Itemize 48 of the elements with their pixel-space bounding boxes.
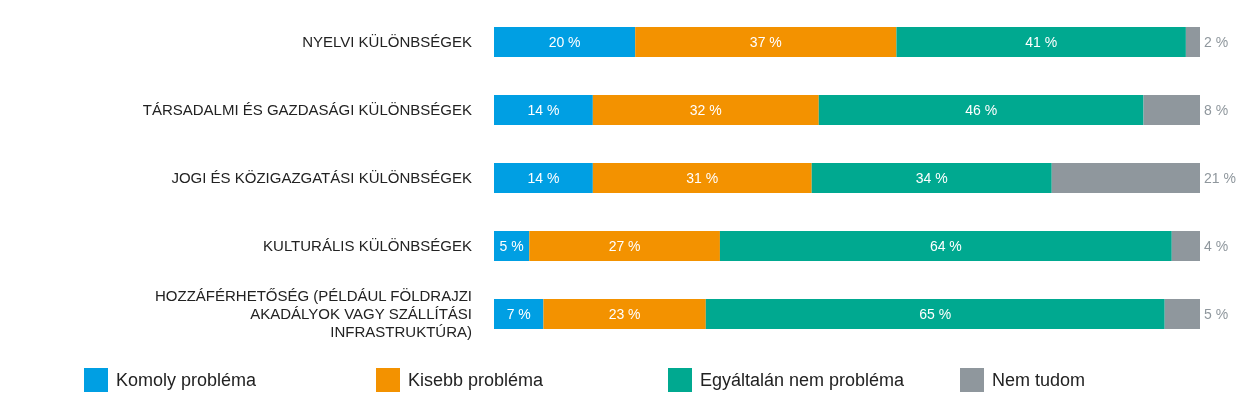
bar [494, 27, 636, 57]
data-label: 7 % [506, 305, 531, 322]
bar [1164, 299, 1200, 329]
bar [529, 231, 720, 261]
bar [705, 299, 1165, 329]
bar [494, 299, 544, 329]
bar [1143, 95, 1200, 125]
data-label: 8 % [1204, 101, 1229, 118]
data-label: 31 % [686, 169, 719, 186]
bar [635, 27, 897, 57]
bar [818, 95, 1144, 125]
y-tick-label: NYELVI KÜLÖNBSÉGEK [302, 33, 472, 51]
y-tick-label: JOGI ÉS KÖZIGAZGATÁSI KÜLÖNBSÉGEK [171, 169, 472, 187]
bar [494, 95, 593, 125]
data-label: 34 % [915, 169, 948, 186]
data-label: 65 % [919, 305, 952, 322]
bar [1171, 231, 1200, 261]
bar [543, 299, 706, 329]
bar [719, 231, 1172, 261]
legend-label: Kisebb probléma [408, 370, 545, 391]
data-label: 37 % [749, 33, 782, 50]
data-label: 23 % [608, 305, 641, 322]
bar [592, 95, 819, 125]
data-label: 41 % [1025, 33, 1058, 50]
y-tick-label: KULTURÁLIS KÜLÖNBSÉGEK [263, 237, 472, 255]
bar [811, 163, 1052, 193]
data-label: 21 % [1204, 169, 1236, 186]
bar [1185, 27, 1200, 57]
y-tick-label: TÁRSADALMI ÉS GAZDASÁGI KÜLÖNBSÉGEK [142, 101, 472, 119]
bar [494, 163, 593, 193]
bar [896, 27, 1186, 57]
data-label: 5 % [499, 237, 524, 254]
data-label: 2 % [1204, 33, 1229, 50]
data-label: 32 % [689, 101, 722, 118]
legend-label: Egyáltalán nem probléma [700, 370, 906, 391]
data-label: 5 % [1204, 305, 1229, 322]
data-label: 27 % [608, 237, 641, 254]
data-label: 14 % [527, 169, 560, 186]
bar [592, 163, 812, 193]
y-tick-label: HOZZÁFÉRHETŐSÉG (PÉLDÁUL FÖLDRAJZI AKADÁLYOK VAGY SZÁLLÍTÁSI INFRASTRUKTÚRA) [155, 287, 472, 341]
data-label: 64 % [929, 237, 962, 254]
legend-label: Komoly probléma [116, 370, 258, 391]
legend-label: Nem tudom [992, 370, 1086, 391]
data-label: 20 % [548, 33, 581, 50]
bar [1051, 163, 1200, 193]
data-label: 14 % [527, 101, 560, 118]
data-label: 4 % [1204, 237, 1229, 254]
data-label: 46 % [965, 101, 998, 118]
